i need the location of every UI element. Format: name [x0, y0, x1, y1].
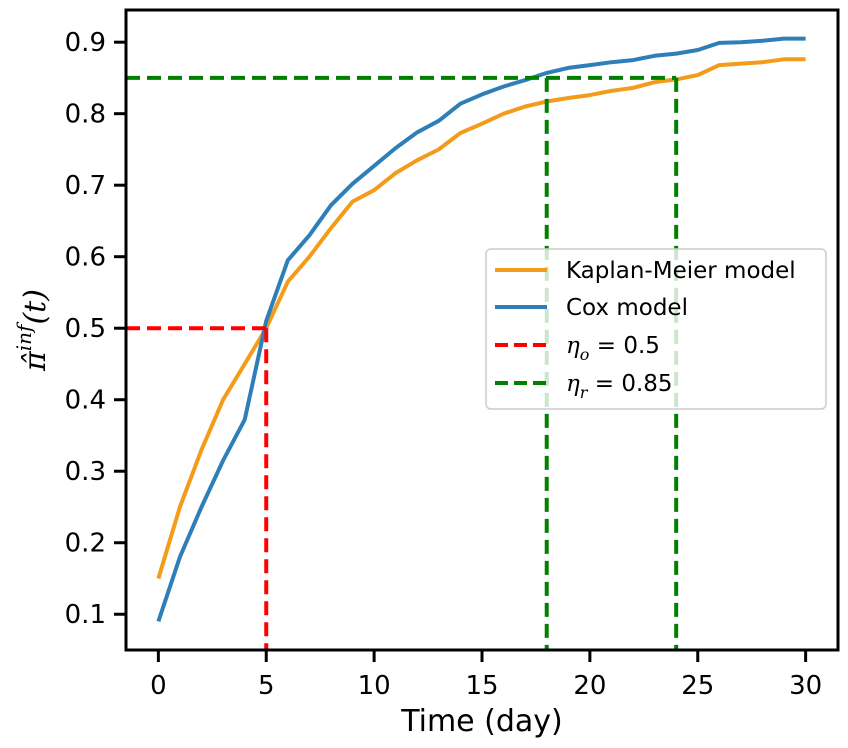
y-axis-title-superscript: inf [12, 321, 36, 351]
y-axis-title-base: π̂ [18, 350, 53, 372]
x-tick-label: 0 [150, 671, 167, 701]
y-tick-label: 0.3 [65, 457, 106, 487]
legend-label-cox: Cox model [566, 295, 688, 321]
ticks-layer: 0 5 10 15 20 25 30 0.1 0.2 0.3 0.4 0.5 0.6 0.7 0.8 0.9 [65, 28, 823, 701]
y-tick-label: 0.7 [65, 171, 106, 201]
y-tick-label: 0.5 [65, 314, 106, 344]
x-tick-label: 15 [465, 671, 498, 701]
x-tick-label: 10 [358, 671, 391, 701]
x-axis-title: Time (day) [400, 704, 563, 739]
y-tick-label: 0.2 [65, 529, 106, 559]
legend-label-kaplan-meier: Kaplan-Meier model [566, 258, 796, 284]
legend-label-eta-r: ηr = 0.85 [566, 371, 673, 402]
legend-label-eta-o: ηo = 0.5 [566, 333, 660, 364]
y-tick-label: 0.6 [65, 243, 106, 273]
y-tick-label: 0.1 [65, 600, 106, 630]
y-tick-label: 0.9 [65, 28, 106, 58]
x-tick-label: 25 [681, 671, 714, 701]
series-line-cox [156, 36, 806, 623]
lines-layer [156, 36, 806, 623]
legend-box [485, 248, 827, 410]
y-tick-label: 0.4 [65, 386, 106, 416]
x-tick-label: 30 [789, 671, 822, 701]
x-tick-label: 20 [573, 671, 606, 701]
legend: Kaplan-Meier model Cox model ηo = 0.5 ηr = … [485, 248, 827, 410]
y-tick-label: 0.8 [65, 100, 106, 130]
x-tick-label: 5 [258, 671, 275, 701]
y-axis-title: π̂inf(t) [12, 289, 53, 372]
y-axis-title-suffix: (t) [18, 289, 53, 324]
